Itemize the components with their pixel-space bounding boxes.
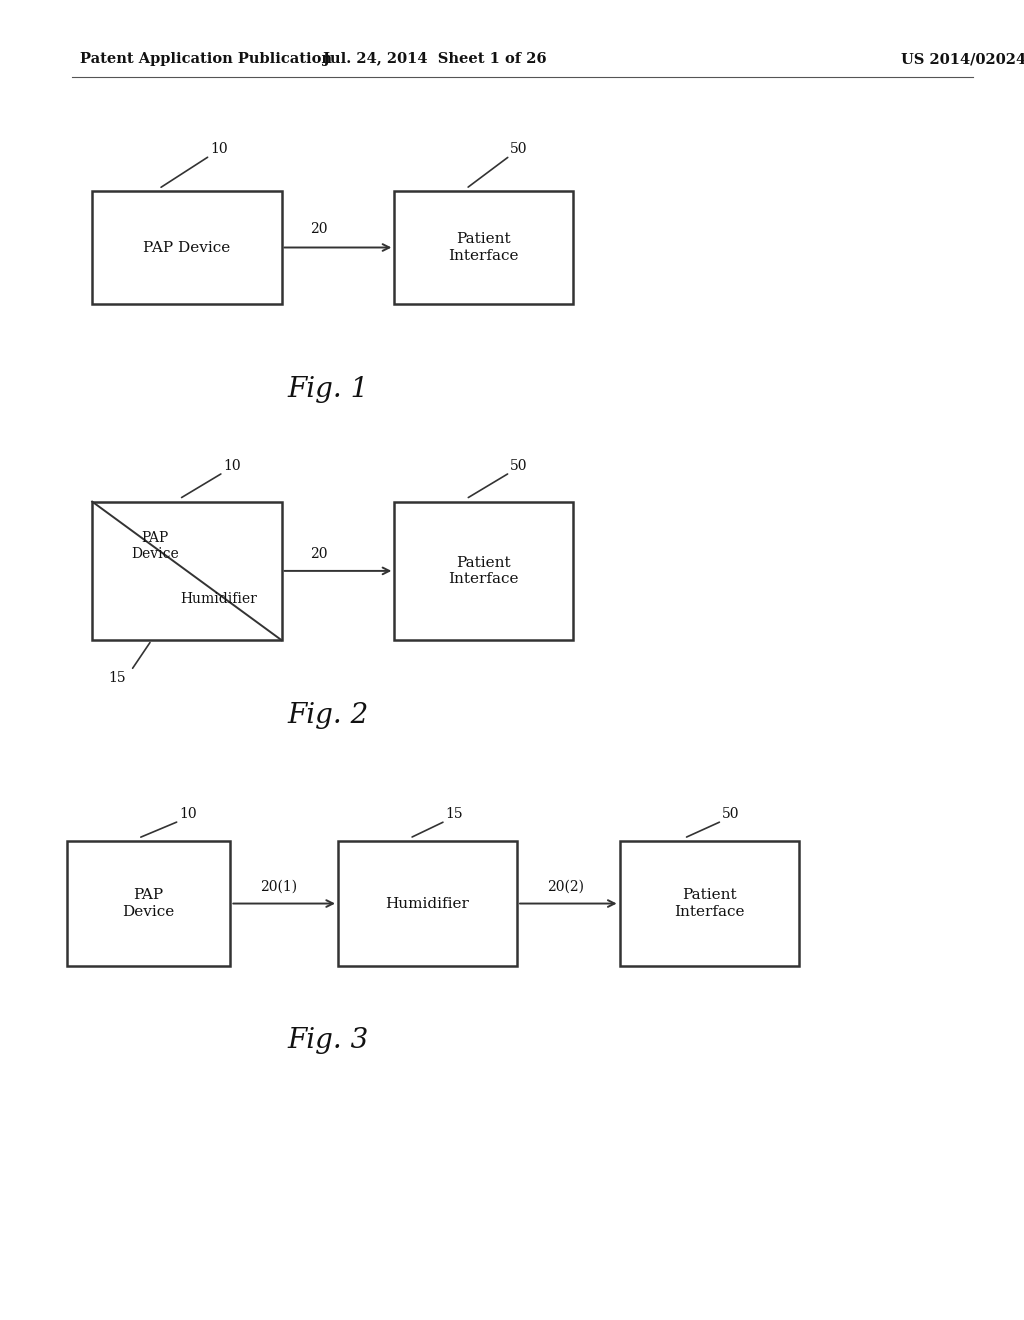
Text: 10: 10: [223, 458, 241, 473]
Text: 20(1): 20(1): [260, 879, 297, 894]
Bar: [620, 841, 799, 966]
Text: Jul. 24, 2014  Sheet 1 of 26: Jul. 24, 2014 Sheet 1 of 26: [324, 53, 547, 66]
Text: 10: 10: [179, 807, 197, 821]
Bar: [394, 502, 573, 640]
Text: 20: 20: [310, 546, 328, 561]
Bar: [92, 191, 282, 304]
Text: 15: 15: [109, 671, 126, 685]
Text: Patient
Interface: Patient Interface: [674, 888, 744, 919]
Bar: [394, 191, 573, 304]
Text: PAP
Device: PAP Device: [131, 531, 178, 561]
Text: PAP
Device: PAP Device: [122, 888, 175, 919]
Bar: [338, 841, 517, 966]
Text: Patient
Interface: Patient Interface: [449, 232, 519, 263]
Text: Patent Application Publication: Patent Application Publication: [80, 53, 332, 66]
Bar: [92, 502, 282, 640]
Text: 15: 15: [445, 807, 463, 821]
Text: Fig. 2: Fig. 2: [287, 702, 369, 729]
Text: 10: 10: [210, 141, 227, 156]
Text: Fig. 1: Fig. 1: [287, 376, 369, 403]
Text: Patient
Interface: Patient Interface: [449, 556, 519, 586]
Text: 50: 50: [510, 458, 527, 473]
Text: 50: 50: [722, 807, 739, 821]
Text: Fig. 3: Fig. 3: [287, 1027, 369, 1053]
Text: 50: 50: [510, 141, 527, 156]
Bar: [67, 841, 230, 966]
Text: PAP Device: PAP Device: [143, 240, 230, 255]
Text: 20(2): 20(2): [547, 879, 584, 894]
Text: 20: 20: [310, 222, 328, 236]
Text: US 2014/0202460 A1: US 2014/0202460 A1: [901, 53, 1024, 66]
Text: Humidifier: Humidifier: [386, 896, 469, 911]
Text: Humidifier: Humidifier: [180, 591, 257, 606]
